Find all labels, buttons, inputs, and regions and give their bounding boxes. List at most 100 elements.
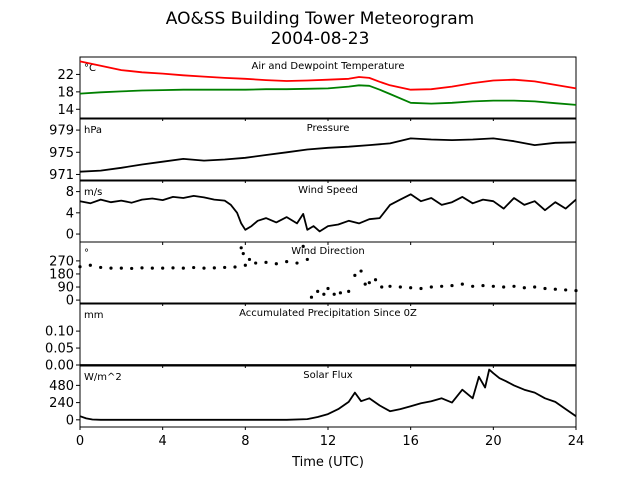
panel-title: Wind Speed	[298, 185, 358, 196]
y-tick-label: 480	[49, 379, 74, 394]
data-point	[99, 265, 103, 270]
panel-temp: Air and Dewpoint Temperature °C 14 18 22	[57, 56, 577, 121]
chart-panels: Air and Dewpoint Temperature °C 14 18 22 Pres…	[45, 56, 585, 449]
y-tick-label: 979	[49, 124, 74, 139]
y-tick-label: 975	[49, 146, 74, 161]
data-point	[161, 266, 165, 270]
data-point	[223, 265, 227, 270]
x-tick-label: 16	[402, 434, 419, 449]
data-point	[347, 289, 351, 293]
data-point	[533, 285, 537, 289]
series-line-temp-0	[79, 60, 577, 91]
y-tick-label: 270	[49, 254, 74, 269]
data-point	[491, 284, 495, 288]
data-point	[150, 266, 154, 270]
data-point	[380, 285, 384, 289]
data-point	[564, 288, 568, 292]
x-tick-label: 4	[159, 434, 167, 449]
y-tick-label: 240	[49, 396, 74, 411]
figure-title: AO&SS Building Tower Meteorogram	[166, 9, 474, 29]
y-tick-label: 8	[66, 185, 74, 200]
data-point	[316, 289, 320, 293]
data-point	[301, 244, 305, 248]
data-point	[305, 257, 309, 262]
y-tick-label: 0.05	[45, 342, 74, 357]
x-tick-label: 0	[76, 434, 84, 449]
data-point	[338, 291, 342, 295]
data-point	[353, 273, 357, 278]
y-tick-label: 0	[66, 413, 74, 428]
x-tick-label: 20	[485, 434, 502, 449]
data-point	[440, 284, 444, 288]
data-point	[140, 266, 144, 270]
data-point	[419, 286, 423, 291]
data-point	[247, 257, 252, 262]
data-point	[460, 282, 464, 286]
data-point	[202, 266, 206, 270]
series-line-pressure-0	[79, 137, 577, 173]
x-tick-label: 12	[320, 434, 337, 449]
data-point	[239, 246, 243, 250]
data-point	[109, 266, 113, 270]
y-tick-label: 0	[66, 294, 74, 309]
figure-subtitle-date: 2004-08-23	[271, 29, 370, 49]
data-point	[130, 266, 134, 271]
series-line-wind-speed-0	[79, 193, 577, 233]
data-point	[574, 289, 578, 293]
data-point	[450, 283, 454, 288]
data-point	[78, 265, 82, 269]
data-point	[171, 266, 175, 270]
data-point	[254, 261, 258, 265]
y-tick-label: 971	[49, 168, 74, 183]
x-tick-label: 24	[568, 434, 585, 449]
panel-title: Pressure	[307, 123, 350, 134]
series-wind-direction-points	[78, 244, 578, 299]
y-tick-label: 180	[49, 267, 74, 282]
data-point	[409, 286, 413, 290]
data-point	[264, 260, 268, 264]
data-point	[241, 252, 245, 256]
data-point	[512, 284, 516, 288]
data-point	[429, 285, 433, 289]
data-point	[309, 295, 314, 299]
panel-solar: Solar Flux W/m^2 0 240 480 0 4 8 12 16 20 24	[49, 365, 585, 449]
data-point	[332, 292, 336, 296]
data-point	[274, 262, 278, 266]
panel-unit: hPa	[84, 125, 102, 136]
y-tick-label: 0.00	[45, 359, 74, 374]
data-point	[295, 261, 299, 265]
panel-precip: Accumulated Precipitation Since 0Z mm 0.00…	[45, 303, 577, 374]
y-tick-label: 0	[66, 228, 74, 243]
panel-title: Accumulated Precipitation Since 0Z	[239, 308, 417, 319]
panel-unit: W/m^2	[84, 372, 122, 383]
y-tick-label: 18	[57, 85, 74, 100]
data-point	[233, 265, 237, 269]
data-point	[322, 292, 326, 296]
x-tick-label: 8	[241, 434, 249, 449]
data-point	[243, 263, 247, 267]
data-point	[359, 269, 363, 273]
data-point	[119, 266, 123, 270]
data-point	[373, 278, 378, 282]
data-point	[481, 283, 485, 288]
series-line-solar-0	[79, 368, 577, 421]
data-point	[367, 281, 371, 285]
panel-unit: °C	[84, 63, 96, 74]
data-point	[363, 282, 367, 286]
y-tick-label: 22	[57, 68, 74, 83]
data-point	[212, 266, 216, 270]
panel-title: Solar Flux	[303, 370, 353, 381]
data-point	[522, 286, 526, 290]
y-tick-label: 90	[57, 281, 74, 296]
panel-pressure: Pressure hPa 971 975 979	[49, 118, 577, 183]
data-point	[285, 260, 289, 264]
data-point	[471, 284, 475, 288]
series-line-temp-1	[79, 84, 577, 106]
data-point	[502, 285, 506, 289]
panel-unit: m/s	[84, 187, 102, 198]
panel-title: Wind Direction	[291, 246, 365, 257]
data-point	[181, 266, 185, 270]
y-tick-label: 4	[66, 206, 74, 221]
data-point	[88, 263, 92, 267]
